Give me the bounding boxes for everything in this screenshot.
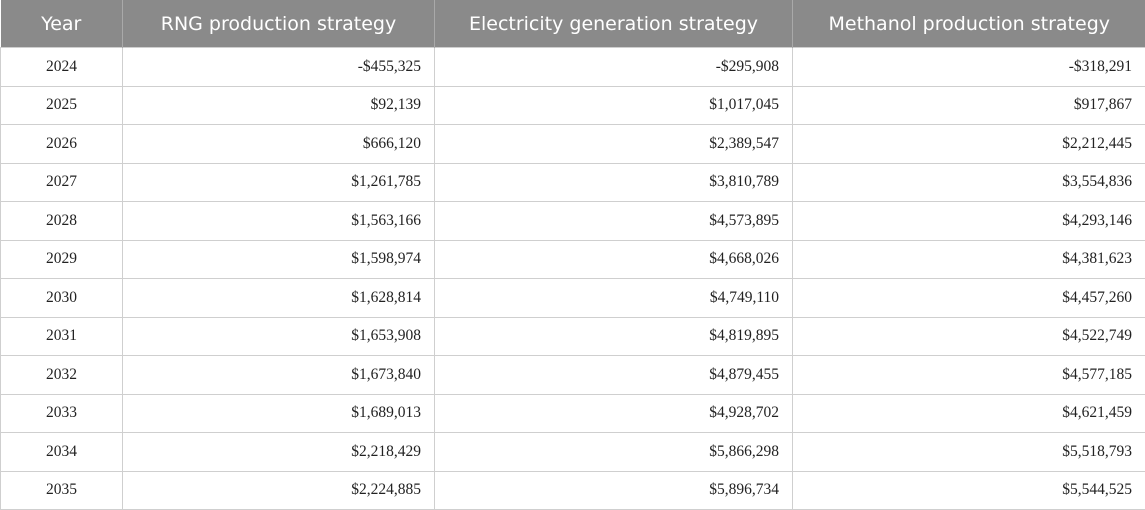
electricity-value-cell: $5,866,298	[434, 432, 793, 472]
table-row: 2028 $1,563,166 $4,573,895 $4,293,146	[0, 201, 1145, 241]
methanol-value-cell: $5,544,525	[792, 470, 1145, 510]
methanol-value-cell: $5,518,793	[792, 432, 1145, 472]
table-row: 2029 $1,598,974 $4,668,026 $4,381,623	[0, 239, 1145, 279]
methanol-value-cell: $3,554,836	[792, 162, 1145, 202]
rng-value-cell: $1,563,166	[122, 201, 435, 241]
rng-value-cell: $92,139	[122, 85, 435, 125]
table-row: 2031 $1,653,908 $4,819,895 $4,522,749	[0, 316, 1145, 356]
methanol-value-cell: $2,212,445	[792, 124, 1145, 164]
electricity-value-cell: $4,819,895	[434, 316, 793, 356]
methanol-value-cell: $4,293,146	[792, 201, 1145, 241]
rng-value-cell: $2,218,429	[122, 432, 435, 472]
rng-value-cell: $1,261,785	[122, 162, 435, 202]
methanol-value-cell: $4,522,749	[792, 316, 1145, 356]
electricity-value-cell: $1,017,045	[434, 85, 793, 125]
rng-value-cell: $666,120	[122, 124, 435, 164]
table-row: 2025 $92,139 $1,017,045 $917,867	[0, 85, 1145, 125]
year-cell: 2030	[0, 278, 123, 318]
table-row: 2032 $1,673,840 $4,879,455 $4,577,185	[0, 355, 1145, 395]
year-cell: 2027	[0, 162, 123, 202]
electricity-value-cell: $4,573,895	[434, 201, 793, 241]
header-row: Year RNG production strategy Electricity…	[0, 0, 1145, 48]
table-row: 2035 $2,224,885 $5,896,734 $5,544,525	[0, 470, 1145, 510]
year-cell: 2034	[0, 432, 123, 472]
electricity-value-cell: $4,749,110	[434, 278, 793, 318]
methanol-value-cell: -$318,291	[792, 47, 1145, 87]
electricity-value-cell: $4,879,455	[434, 355, 793, 395]
rng-value-cell: $1,598,974	[122, 239, 435, 279]
rng-value-cell: $1,628,814	[122, 278, 435, 318]
methanol-value-cell: $4,621,459	[792, 393, 1145, 433]
rng-value-cell: $1,673,840	[122, 355, 435, 395]
table-row: 2024 -$455,325 -$295,908 -$318,291	[0, 47, 1145, 87]
year-cell: 2032	[0, 355, 123, 395]
electricity-value-cell: -$295,908	[434, 47, 793, 87]
table-row: 2033 $1,689,013 $4,928,702 $4,621,459	[0, 393, 1145, 433]
table-header: Year RNG production strategy Electricity…	[0, 0, 1145, 48]
rng-value-cell: -$455,325	[122, 47, 435, 87]
table-row: 2027 $1,261,785 $3,810,789 $3,554,836	[0, 162, 1145, 202]
year-cell: 2029	[0, 239, 123, 279]
methanol-value-cell: $4,577,185	[792, 355, 1145, 395]
table-row: 2030 $1,628,814 $4,749,110 $4,457,260	[0, 278, 1145, 318]
header-year: Year	[0, 0, 123, 48]
methanol-value-cell: $4,457,260	[792, 278, 1145, 318]
header-rng-production-strategy: RNG production strategy	[122, 0, 435, 48]
table-row: 2026 $666,120 $2,389,547 $2,212,445	[0, 124, 1145, 164]
year-cell: 2026	[0, 124, 123, 164]
year-cell: 2024	[0, 47, 123, 87]
year-cell: 2033	[0, 393, 123, 433]
methanol-value-cell: $917,867	[792, 85, 1145, 125]
header-methanol-production-strategy: Methanol production strategy	[792, 0, 1145, 48]
electricity-value-cell: $5,896,734	[434, 470, 793, 510]
year-cell: 2025	[0, 85, 123, 125]
year-cell: 2031	[0, 316, 123, 356]
table-row: 2034 $2,218,429 $5,866,298 $5,518,793	[0, 432, 1145, 472]
electricity-value-cell: $4,928,702	[434, 393, 793, 433]
electricity-value-cell: $4,668,026	[434, 239, 793, 279]
rng-value-cell: $2,224,885	[122, 470, 435, 510]
header-electricity-generation-strategy: Electricity generation strategy	[434, 0, 793, 48]
rng-value-cell: $1,653,908	[122, 316, 435, 356]
table-body: 2024 -$455,325 -$295,908 -$318,291 2025 $92,1…	[0, 47, 1145, 510]
year-cell: 2028	[0, 201, 123, 241]
electricity-value-cell: $3,810,789	[434, 162, 793, 202]
year-cell: 2035	[0, 470, 123, 510]
methanol-value-cell: $4,381,623	[792, 239, 1145, 279]
electricity-value-cell: $2,389,547	[434, 124, 793, 164]
rng-value-cell: $1,689,013	[122, 393, 435, 433]
